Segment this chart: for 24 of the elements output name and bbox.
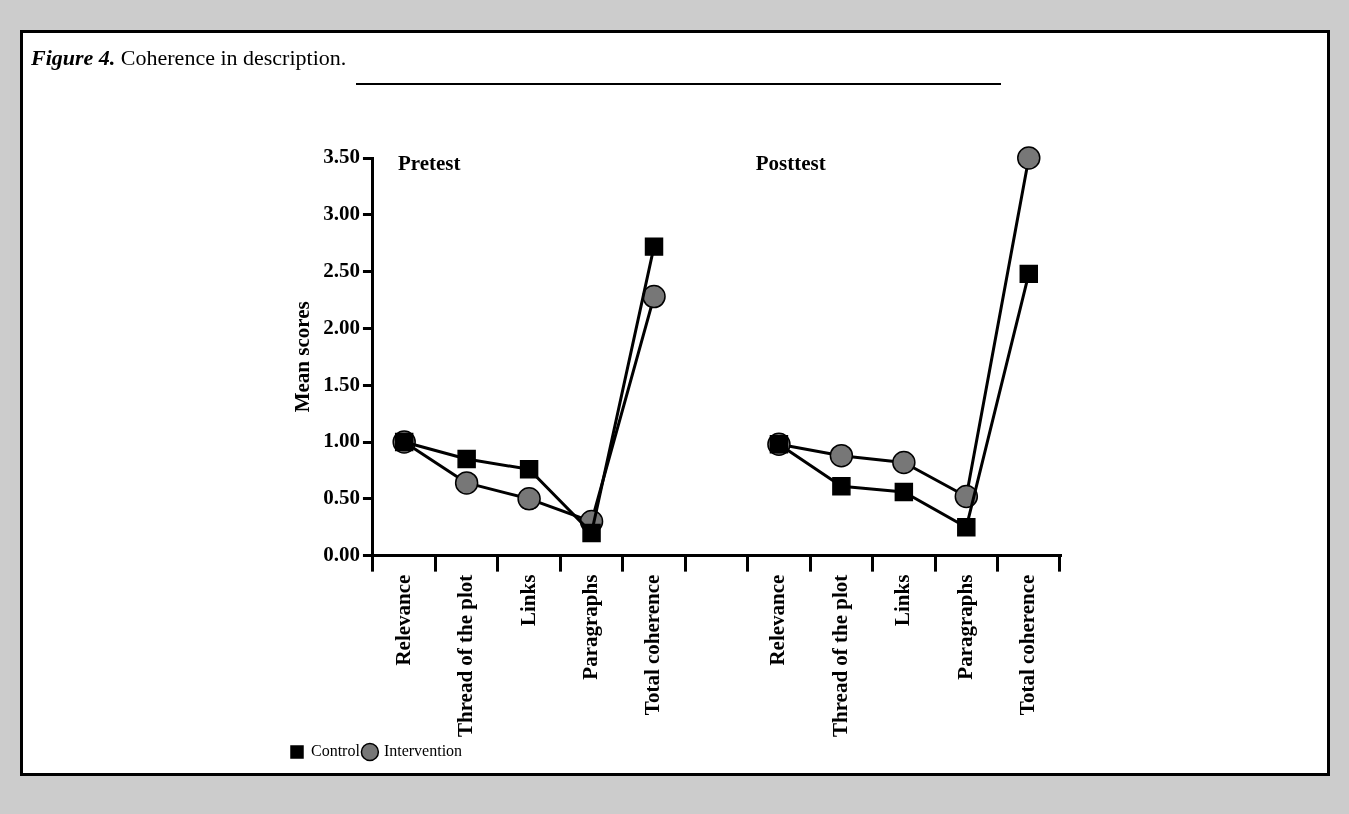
- x-tick-label: Thread of the plot: [453, 574, 478, 737]
- x-tick-label: Links: [515, 574, 540, 626]
- x-tick-label: Relevance: [765, 574, 790, 666]
- x-tick-label: Paragraphs: [577, 574, 602, 680]
- x-tick-label: Total coherence: [640, 574, 665, 716]
- y-tick-label: 3.00: [323, 201, 360, 226]
- y-tick-label: 3.50: [323, 144, 360, 169]
- y-tick-label: 0.00: [323, 542, 360, 567]
- x-tick-label: Links: [890, 574, 915, 626]
- annotation: Pretest: [397, 150, 461, 175]
- text: Figure 4. Coherence in description.: [31, 45, 347, 71]
- y-tick-label: 0.50: [323, 485, 360, 510]
- y-tick-label: 1.50: [323, 371, 360, 396]
- legend-label: Control: [311, 742, 361, 760]
- y-tick-label: 1.00: [323, 428, 360, 453]
- annotation: Posttest: [755, 150, 826, 175]
- y-tick-label: 2.00: [323, 314, 360, 339]
- y-axis-title: Mean scores: [290, 301, 315, 413]
- x-tick-label: Relevance: [390, 574, 415, 666]
- x-tick-label: Paragraphs: [952, 574, 977, 680]
- x-tick-label: Thread of the plot: [827, 574, 852, 737]
- y-tick-label: 2.50: [323, 258, 360, 283]
- legend-label: Intervention: [383, 742, 463, 760]
- x-tick-label: Total coherence: [1015, 574, 1040, 716]
